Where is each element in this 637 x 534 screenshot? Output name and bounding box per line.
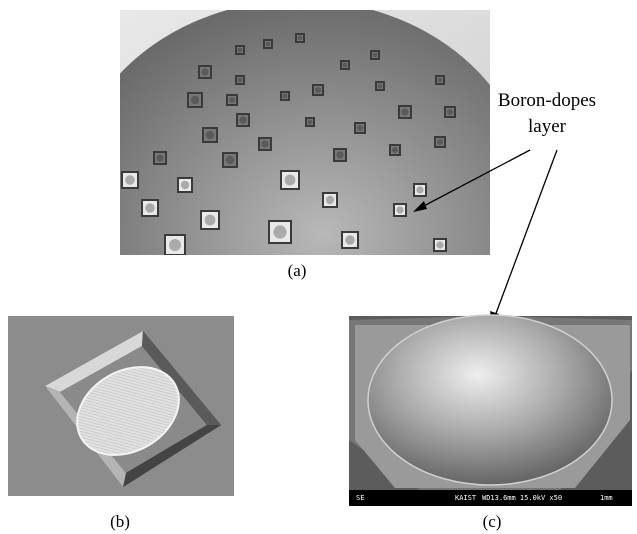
membrane — [326, 196, 334, 204]
membrane — [283, 94, 288, 99]
membrane — [336, 151, 343, 158]
membrane — [436, 241, 443, 248]
figure: (a) Boron-dopes layer (b) SE KAIST WD13.… — [0, 0, 637, 534]
membrane — [201, 68, 208, 75]
membrane — [357, 125, 363, 131]
membrane — [239, 116, 246, 123]
membrane — [273, 225, 286, 238]
sem-detector: SE — [356, 494, 364, 502]
membrane — [447, 109, 453, 115]
membrane — [437, 139, 443, 145]
sem-scale: 1mm — [600, 494, 613, 502]
membrane — [226, 156, 234, 164]
membrane — [261, 140, 268, 147]
membrane — [343, 63, 348, 68]
membrane — [229, 97, 235, 103]
membrane — [315, 87, 321, 93]
membrane — [206, 131, 214, 139]
membrane — [191, 96, 199, 104]
membrane — [266, 42, 271, 47]
sem-settings: WD13.6mm 15.0kV x50 — [482, 494, 562, 502]
membrane — [169, 239, 181, 251]
membrane — [205, 215, 216, 226]
membrane — [373, 53, 378, 58]
membrane — [285, 175, 296, 186]
panel-label: (b) — [110, 512, 130, 531]
annotation: layer — [528, 116, 567, 137]
membrane — [416, 186, 423, 193]
membrane — [392, 147, 398, 153]
membrane — [308, 120, 313, 125]
annotation: Boron-dopes — [498, 90, 596, 111]
membrane — [181, 181, 189, 189]
panel-label: (a) — [288, 261, 307, 280]
membrane — [238, 48, 243, 53]
membrane — [401, 108, 408, 115]
membrane — [156, 154, 163, 161]
panel-label: (c) — [483, 512, 502, 531]
membrane — [238, 78, 243, 83]
membrane — [298, 36, 303, 41]
membrane — [396, 206, 403, 213]
panel-c-photo: SE KAIST WD13.6mm 15.0kV x50 1mm — [349, 315, 632, 506]
membrane — [378, 84, 383, 89]
membrane — [345, 235, 355, 245]
membrane — [125, 175, 135, 185]
sem-institution: KAIST — [455, 494, 477, 502]
membrane — [438, 78, 443, 83]
membrane — [145, 203, 155, 213]
panel-b-photo — [8, 316, 234, 496]
